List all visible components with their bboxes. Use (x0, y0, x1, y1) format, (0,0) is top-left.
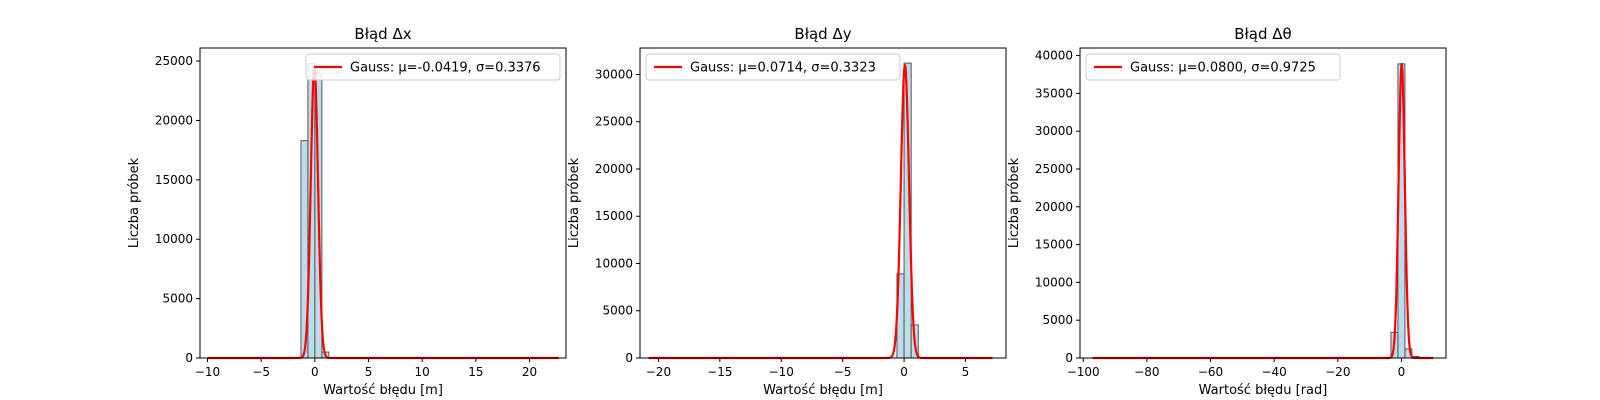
x-tick-label: 5 (365, 365, 373, 379)
x-tick-label: −40 (1261, 365, 1286, 379)
y-tick-label: 15000 (1035, 238, 1073, 252)
y-axis-label: Liczba próbek (127, 157, 142, 248)
x-tick-label: 0 (311, 365, 319, 379)
chart-title: Błąd Δy (794, 25, 851, 43)
chart-panel-1: −10 −5 0 5 10 15 20 0 5000 10000 15000 20000 25000 Bł… (127, 25, 567, 398)
x-tick-label: −20 (646, 365, 671, 379)
y-tick-label: 25000 (595, 115, 633, 129)
legend: Gauss: μ=0.0714, σ=0.3323 (645, 53, 901, 81)
plot-frame (639, 47, 1007, 359)
y-tick-label: 10000 (1035, 275, 1073, 289)
x-tick-label: −10 (195, 365, 220, 379)
x-tick-label: −100 (1067, 365, 1100, 379)
legend: Gauss: μ=-0.0419, σ=0.3376 (305, 53, 561, 81)
legend-label: Gauss: μ=-0.0419, σ=0.3376 (350, 61, 541, 76)
x-tick-label: 0 (1398, 365, 1406, 379)
x-tick-label: −15 (707, 365, 732, 379)
y-tick-label: 5000 (602, 304, 633, 318)
chart-title: Błąd Δx (354, 25, 411, 43)
y-tick-label: 20000 (1035, 200, 1073, 214)
legend-box (645, 53, 901, 81)
x-tick-label: −10 (769, 365, 794, 379)
x-tick-label: 0 (900, 365, 908, 379)
x-tick-label: −5 (252, 365, 270, 379)
y-tick-label: 15000 (155, 173, 193, 187)
y-tick-label: 20000 (595, 162, 633, 176)
chart-title: Błąd Δθ (1234, 25, 1291, 43)
y-tick-label: 5000 (162, 292, 193, 306)
legend-box (305, 53, 561, 81)
y-tick-label: 10000 (155, 232, 193, 246)
y-tick-label: 0 (185, 351, 193, 365)
y-tick-label: 30000 (1035, 124, 1073, 138)
x-axis-label: Wartość błędu [rad] (1199, 383, 1328, 398)
y-tick-label: 0 (625, 351, 633, 365)
x-tick-label: −5 (834, 365, 852, 379)
x-tick-label: −20 (1325, 365, 1350, 379)
y-tick-label: 30000 (595, 67, 633, 81)
legend-box (1085, 53, 1341, 81)
plot-frame (1079, 47, 1447, 359)
plot-frame (199, 47, 567, 359)
legend-label: Gauss: μ=0.0714, σ=0.3323 (690, 61, 876, 76)
y-tick-label: 40000 (1035, 49, 1073, 63)
chart-panel-2: −20 −15 −10 −5 0 5 0 5000 10000 15000 20000 25000 30… (567, 25, 1007, 398)
y-tick-label: 20000 (155, 113, 193, 127)
legend: Gauss: μ=0.0800, σ=0.9725 (1085, 53, 1341, 81)
x-tick-label: 20 (522, 365, 537, 379)
x-tick-label: 10 (415, 365, 430, 379)
x-tick-label: −80 (1134, 365, 1159, 379)
x-axis-label: Wartość błędu [m] (323, 383, 443, 398)
y-tick-label: 25000 (155, 54, 193, 68)
y-axis-label: Liczba próbek (567, 157, 582, 248)
y-tick-label: 25000 (1035, 162, 1073, 176)
x-tick-label: 5 (962, 365, 970, 379)
x-tick-label: 15 (468, 365, 483, 379)
chart-panel-3: −100 −80 −60 −40 −20 0 0 5000 10000 15000 20000 250… (1007, 25, 1447, 398)
y-tick-label: 5000 (1042, 313, 1073, 327)
x-tick-label: −60 (1198, 365, 1223, 379)
x-axis-label: Wartość błędu [m] (763, 383, 883, 398)
y-tick-label: 10000 (595, 256, 633, 270)
y-tick-label: 35000 (1035, 86, 1073, 100)
y-tick-label: 15000 (595, 209, 633, 223)
y-tick-label: 0 (1065, 351, 1073, 365)
legend-label: Gauss: μ=0.0800, σ=0.9725 (1130, 61, 1316, 76)
y-axis-label: Liczba próbek (1007, 157, 1022, 248)
